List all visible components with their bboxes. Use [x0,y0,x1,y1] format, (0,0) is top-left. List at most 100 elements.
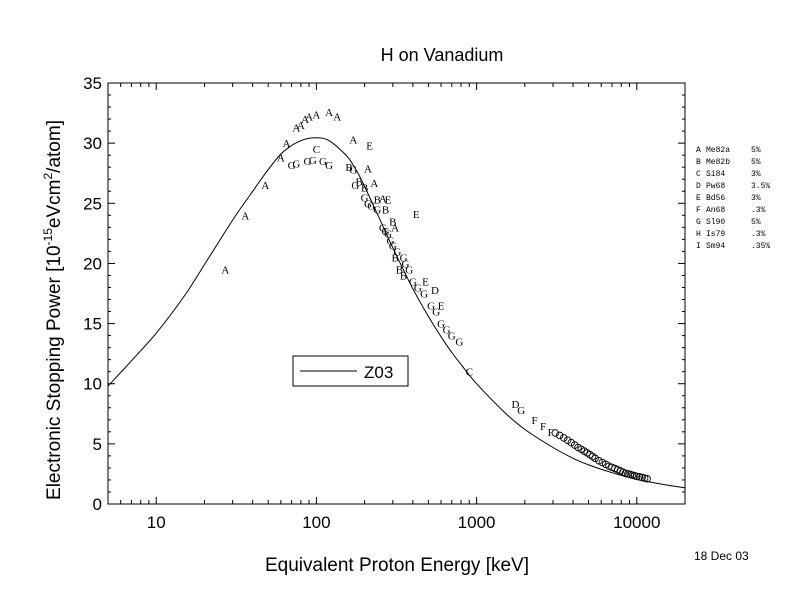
y-tick-label: 5 [93,435,102,454]
reference-error: 5% [751,158,761,167]
data-point-g: G [367,201,375,213]
data-point-g: G [349,165,357,177]
data-point-c: C [313,144,320,156]
data-point-g: G [409,276,417,288]
y-axis-label-pre: Electronic Stopping Power [10 [44,245,65,500]
reference-code: Sm94 [706,242,725,251]
y-axis-label-post: /atom] [44,120,65,173]
chart-title: H on Vanadium [381,45,504,65]
x-axis-label: Equivalent Proton Energy [keV] [265,555,529,576]
reference-code: Sl90 [706,218,725,227]
data-point-d: D [431,285,439,297]
data-point-g: G [309,155,317,167]
data-point-g: G [432,307,440,319]
reference-letter: G [696,218,701,227]
data-point-g: G [382,226,390,238]
y-tick-label: 30 [83,134,102,153]
data-point-g: G [448,331,456,343]
data-point-b: B [396,264,403,276]
plot-area-frame [107,82,686,505]
reference-error: .3% [751,230,766,239]
data-point-g: G [405,264,413,276]
data-point-a: A [241,210,249,222]
data-point-g: G [517,405,525,417]
data-point-marker [551,429,560,437]
data-point-b: B [345,162,352,174]
data-point-g: G [351,180,359,192]
y-axis-ticks: 0 5 10 15 20 25 30 35 [83,74,685,514]
reference-error: 5% [751,146,761,155]
reference-code: Pw68 [706,182,725,191]
legend-label: Z03 [364,363,393,382]
data-point-g: G [319,156,327,168]
data-point-e: E [438,301,445,313]
reference-code: Bd56 [706,194,725,203]
data-point-b: B [374,195,381,207]
data-point-marker [635,473,644,481]
data-point-g: G [387,236,395,248]
y-axis-label-mid: eVcm [44,180,65,229]
data-point-e: E [413,209,420,221]
data-point-f: F [548,427,554,439]
reference-list: A Me82a 5% B Me82b 5% C Si84 3% D Pw68 3.5% E Bd56 3% F… [696,146,770,251]
data-point-g: G [400,252,408,264]
data-point-a: A [297,120,305,132]
x-tick-label: 10000 [613,513,660,532]
reference-letter: E [696,194,701,203]
curve-z03 [107,137,686,489]
data-point-a: A [391,222,399,234]
data-point-g: G [361,192,369,204]
reference-code: Si84 [706,170,725,179]
reference-letter: A [696,146,701,155]
data-point-g: G [364,198,372,210]
data-point-f: F [531,415,537,427]
reference-letter: F [696,206,701,215]
reference-error: 5% [751,218,761,227]
data-point-a: A [261,180,269,192]
data-point-g: G [373,204,381,216]
reference-code: Is79 [706,230,725,239]
data-point-b: B [389,216,396,228]
data-point-a: A [349,135,357,147]
reference-letter: B [696,158,701,167]
data-point-a: A [301,114,309,126]
x-axis-ticks: 10 100 1000 10000 [107,83,686,532]
reference-error: 3% [751,194,761,203]
data-point-a: A [379,193,387,205]
y-tick-label: 25 [83,194,102,213]
data-point-g: G [389,240,397,252]
data-point-g: G [443,325,451,337]
reference-error: 3% [751,170,761,179]
data-point-b: B [382,204,389,216]
data-point-b: B [361,183,368,195]
data-point-a: A [292,123,300,135]
data-point-g: G [288,160,296,172]
y-tick-label: 35 [83,74,102,93]
data-point-g: G [414,282,422,294]
y-tick-label: 10 [83,375,102,394]
data-point-g: G [420,289,428,301]
data-point-g: G [455,337,463,349]
data-point-g: G [437,319,445,331]
x-tick-label: 1000 [458,513,496,532]
reference-code: An68 [706,206,725,215]
reference-letter: H [696,230,701,239]
y-tick-label: 20 [83,254,102,273]
data-point-marker [559,434,568,442]
reference-letter: C [696,170,701,179]
data-point-a: A [277,153,285,165]
data-point-g: G [393,246,401,258]
data-point-b: B [391,252,398,264]
data-point-g: G [379,222,387,234]
data-point-a: A [282,138,290,150]
y-tick-label: 0 [93,495,102,514]
reference-error: 3.5% [751,182,770,191]
data-point-b: B [400,270,407,282]
reference-code: Me82a [706,146,730,155]
data-point-g: G [292,159,300,171]
reference-error: .35% [751,242,770,251]
data-point-marker [643,474,651,483]
data-point-e: E [385,195,392,207]
reference-letter: I [696,242,701,251]
data-point-marker [633,472,641,481]
